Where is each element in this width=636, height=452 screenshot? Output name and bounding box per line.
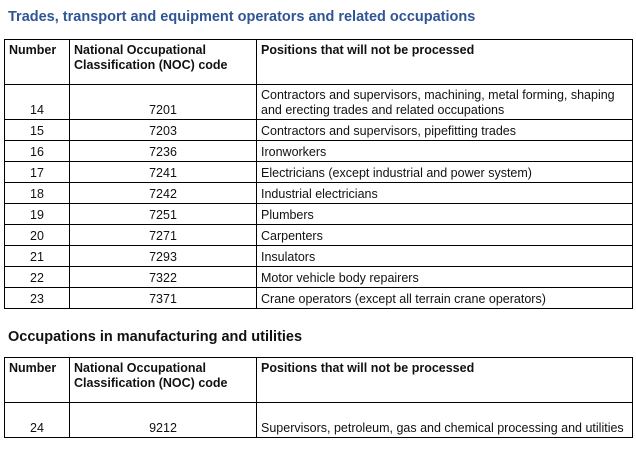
row-position: Contractors and supervisors, machining, …	[256, 84, 633, 120]
table-row: 22 7322 Motor vehicle body repairers	[4, 266, 633, 288]
row-number: 14	[4, 84, 70, 120]
row-number: 22	[4, 266, 70, 288]
row-number: 21	[4, 245, 70, 267]
table-row: 15 7203 Contractors and supervisors, pipef…	[4, 119, 633, 141]
header-positions: Positions that will not be processed	[256, 39, 633, 85]
header-positions: Positions that will not be processed	[256, 357, 633, 403]
header-noc-code: National Occupational Classification (NO…	[69, 39, 257, 85]
row-number: 23	[4, 287, 70, 309]
row-noc-code: 7201	[69, 84, 257, 120]
row-position: Industrial electricians	[256, 182, 633, 204]
row-position: Supervisors, petroleum, gas and chemical…	[256, 402, 633, 438]
row-position: Plumbers	[256, 203, 633, 225]
row-noc-code: 7242	[69, 182, 257, 204]
section-title-manufacturing: Occupations in manufacturing and utiliti…	[8, 329, 303, 345]
row-number: 16	[4, 140, 70, 162]
table-row: 18 7242 Industrial electricians	[4, 182, 633, 204]
table-header-row: Number National Occupational Classificat…	[4, 39, 633, 85]
row-position: Ironworkers	[256, 140, 633, 162]
row-noc-code: 7293	[69, 245, 257, 267]
table-header-row: Number National Occupational Classificat…	[4, 357, 633, 403]
row-number: 24	[4, 402, 70, 438]
noc-table-manufacturing: Number National Occupational Classificat…	[4, 357, 633, 438]
row-position: Electricians (except industrial and powe…	[256, 161, 633, 183]
row-number: 19	[4, 203, 70, 225]
row-position: Carpenters	[256, 224, 633, 246]
row-position: Insulators	[256, 245, 633, 267]
row-position: Motor vehicle body repairers	[256, 266, 633, 288]
row-noc-code: 7271	[69, 224, 257, 246]
row-noc-code: 7241	[69, 161, 257, 183]
table-row: 17 7241 Electricians (except industrial an…	[4, 161, 633, 183]
table-row: 23 7371 Crane operators (except all terrai…	[4, 287, 633, 309]
row-noc-code: 7371	[69, 287, 257, 309]
table-row: 19 7251 Plumbers	[4, 203, 633, 225]
row-noc-code: 9212	[69, 402, 257, 438]
table-row: 20 7271 Carpenters	[4, 224, 633, 246]
table-row: 21 7293 Insulators	[4, 245, 633, 267]
row-number: 18	[4, 182, 70, 204]
row-number: 15	[4, 119, 70, 141]
table-row: 16 7236 Ironworkers	[4, 140, 633, 162]
row-number: 17	[4, 161, 70, 183]
section-title-trades: Trades, transport and equipment operator…	[8, 9, 476, 25]
header-noc-code: National Occupational Classification (NO…	[69, 357, 257, 403]
header-number: Number	[4, 39, 70, 85]
row-number: 20	[4, 224, 70, 246]
row-position: Crane operators (except all terrain cran…	[256, 287, 633, 309]
row-noc-code: 7322	[69, 266, 257, 288]
noc-table-trades: Number National Occupational Classificat…	[4, 39, 633, 309]
header-number: Number	[4, 357, 70, 403]
row-position: Contractors and supervisors, pipefitting…	[256, 119, 633, 141]
table-row: 14 7201 Contractors and supervisors, machi…	[4, 84, 633, 120]
table-row: 24 9212 Supervisors, petroleum, gas and ch…	[4, 402, 633, 438]
row-noc-code: 7203	[69, 119, 257, 141]
row-noc-code: 7236	[69, 140, 257, 162]
row-noc-code: 7251	[69, 203, 257, 225]
